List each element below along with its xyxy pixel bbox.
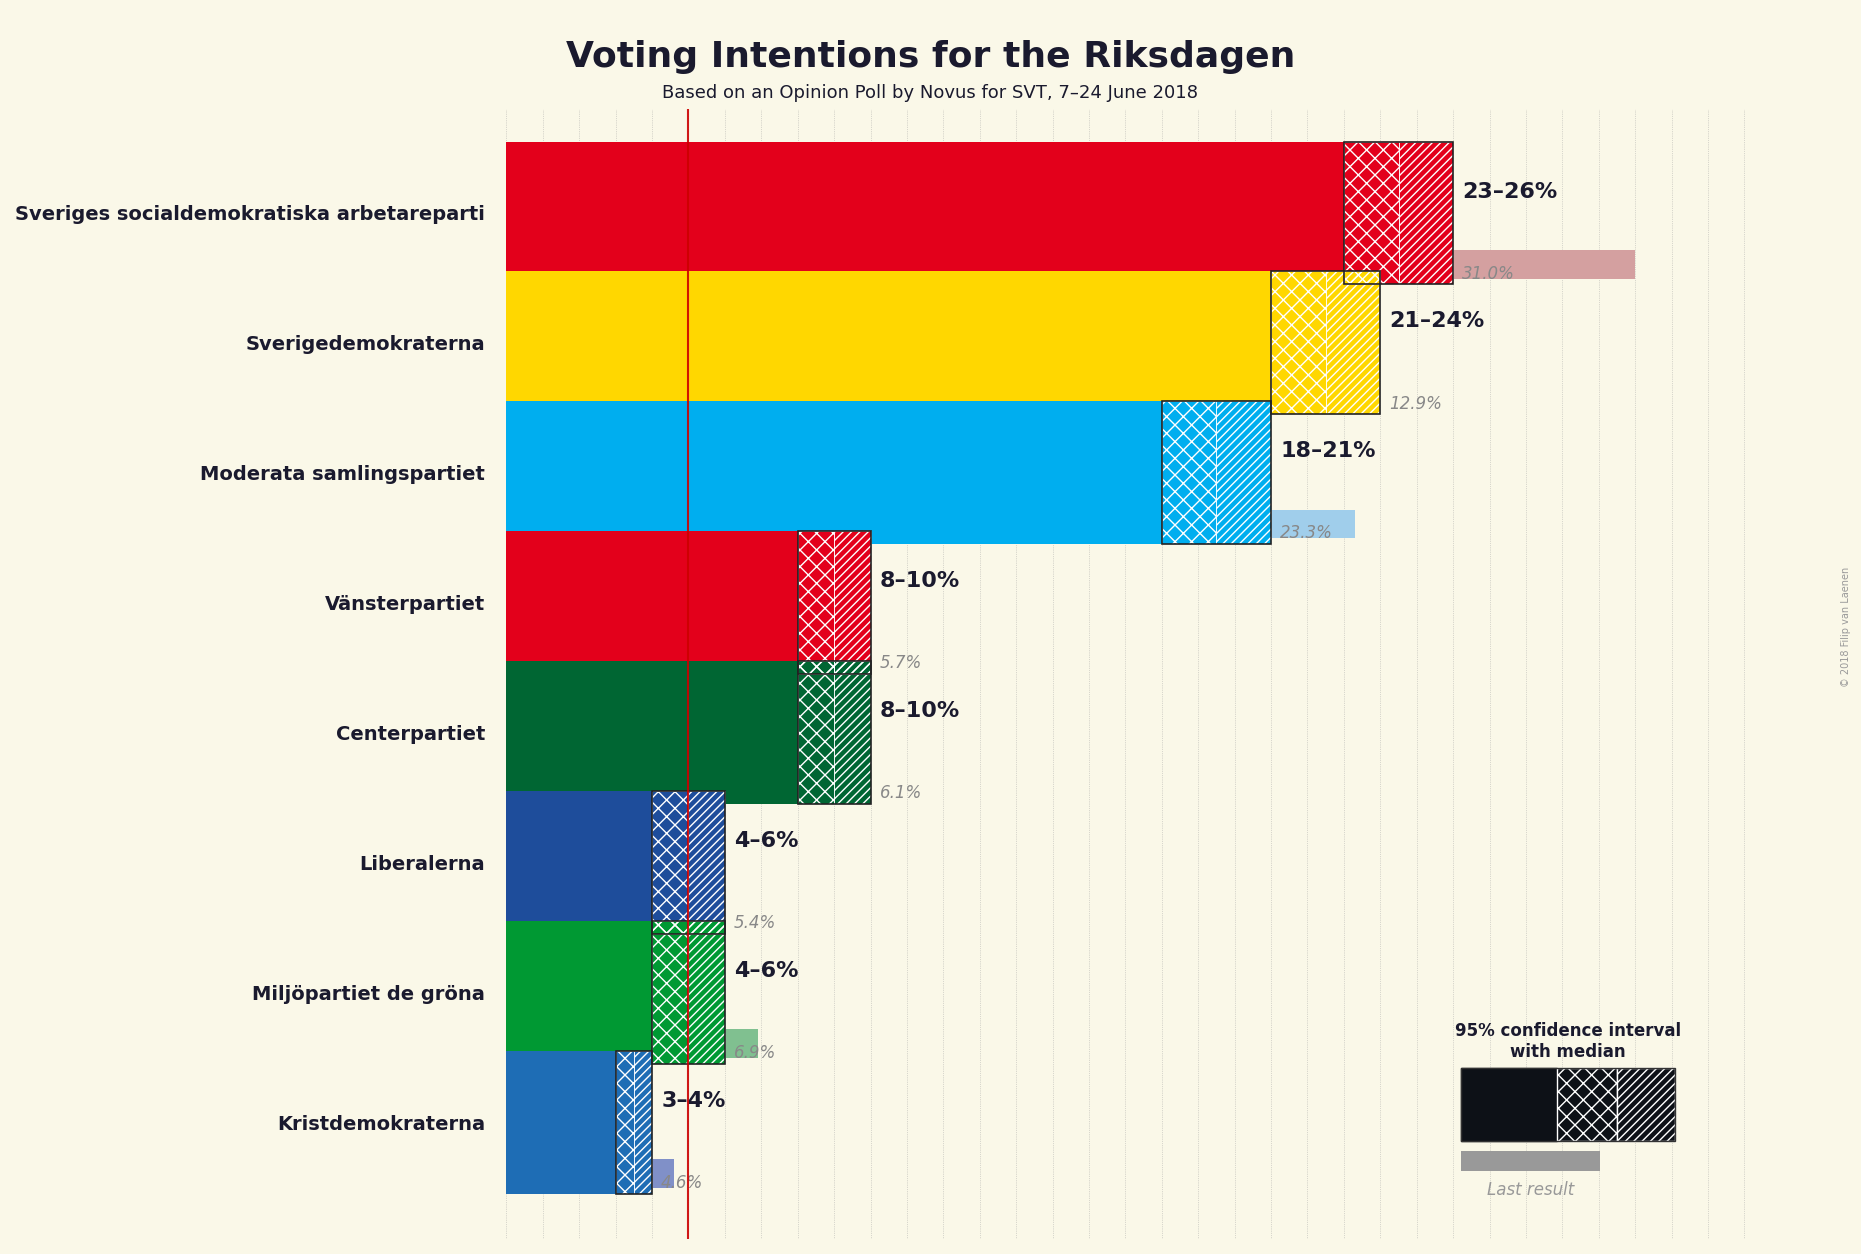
Bar: [1344, 142, 1398, 285]
Bar: [651, 920, 689, 1063]
Bar: [1344, 142, 1453, 285]
Bar: [651, 791, 689, 934]
Bar: [1271, 271, 1325, 414]
Text: 95% confidence interval
with median: 95% confidence interval with median: [1455, 1022, 1680, 1061]
Text: 4–6%: 4–6%: [733, 831, 798, 851]
Bar: [798, 661, 834, 804]
Bar: [1344, 142, 1398, 285]
Bar: [689, 920, 726, 1063]
Text: 21–24%: 21–24%: [1390, 311, 1485, 331]
Bar: [506, 640, 715, 668]
Bar: [506, 770, 728, 799]
Text: Based on an Opinion Poll by Novus for SVT, 7–24 June 2018: Based on an Opinion Poll by Novus for SV…: [663, 84, 1198, 102]
Text: 6.9%: 6.9%: [733, 1043, 776, 1062]
Text: 4.6%: 4.6%: [661, 1174, 703, 1191]
Text: 12.9%: 12.9%: [1390, 395, 1442, 413]
Text: © 2018 Filip van Laenen: © 2018 Filip van Laenen: [1841, 567, 1852, 687]
Bar: [1271, 271, 1381, 414]
Bar: [635, 1051, 651, 1194]
Text: 23–26%: 23–26%: [1463, 182, 1558, 202]
Bar: [834, 661, 871, 804]
Bar: [834, 532, 871, 673]
Text: 5.4%: 5.4%: [733, 914, 776, 932]
Bar: [506, 380, 977, 409]
Bar: [616, 1051, 635, 1194]
Text: 3–4%: 3–4%: [661, 1091, 726, 1111]
Bar: [506, 142, 1344, 285]
Text: 8–10%: 8–10%: [880, 701, 960, 721]
Bar: [616, 1051, 635, 1194]
Bar: [798, 661, 871, 804]
Bar: [506, 1159, 674, 1188]
Text: 4–6%: 4–6%: [733, 961, 798, 981]
Bar: [1271, 271, 1325, 414]
Bar: [1325, 271, 1381, 414]
Bar: [834, 661, 871, 804]
Bar: [689, 920, 726, 1063]
Bar: [506, 661, 798, 804]
Bar: [506, 1030, 757, 1058]
Bar: [506, 510, 1355, 538]
Bar: [651, 920, 726, 1063]
Bar: [506, 401, 1161, 544]
Bar: [506, 920, 651, 1063]
Bar: [1325, 271, 1381, 414]
Bar: [689, 791, 726, 934]
Bar: [834, 532, 871, 673]
Text: 23.3%: 23.3%: [1280, 524, 1332, 543]
Text: 8–10%: 8–10%: [880, 571, 960, 591]
Bar: [798, 661, 834, 804]
Bar: [798, 532, 871, 673]
Text: 6.1%: 6.1%: [880, 784, 921, 803]
Bar: [798, 532, 834, 673]
Bar: [506, 899, 703, 928]
Bar: [506, 532, 798, 673]
Bar: [689, 791, 726, 934]
Bar: [616, 1051, 651, 1194]
Bar: [1217, 401, 1271, 544]
Bar: [1398, 142, 1453, 285]
Bar: [651, 791, 726, 934]
Text: 5.7%: 5.7%: [880, 655, 921, 672]
Bar: [651, 920, 689, 1063]
Bar: [506, 271, 1271, 414]
Bar: [1161, 401, 1271, 544]
Bar: [1217, 401, 1271, 544]
Text: 18–21%: 18–21%: [1280, 441, 1375, 461]
Bar: [506, 1051, 616, 1194]
Bar: [798, 532, 834, 673]
Bar: [506, 250, 1636, 278]
Bar: [1161, 401, 1217, 544]
Bar: [506, 791, 651, 934]
Bar: [1398, 142, 1453, 285]
Text: Voting Intentions for the Riksdagen: Voting Intentions for the Riksdagen: [566, 40, 1295, 74]
Bar: [651, 791, 689, 934]
Bar: [1161, 401, 1217, 544]
Text: 31.0%: 31.0%: [1463, 265, 1515, 282]
Text: Last result: Last result: [1487, 1181, 1574, 1199]
Bar: [635, 1051, 651, 1194]
